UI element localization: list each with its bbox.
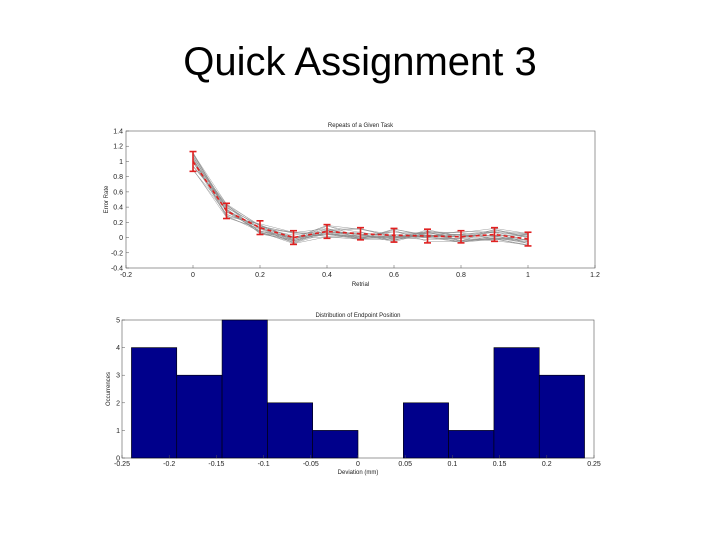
error-bar [457, 229, 465, 244]
histogram-bar [267, 402, 313, 459]
y-tick-label: 5 [116, 318, 120, 325]
x-tick-label: 0.4 [322, 272, 332, 279]
x-tick-label: 0.2 [255, 272, 265, 279]
x-tick-label: -0.25 [114, 461, 130, 468]
error-bar [223, 202, 230, 220]
histogram-bar [448, 430, 495, 459]
x-tick-label: 0.6 [389, 272, 399, 279]
histogram-bar [221, 319, 268, 459]
error-bar [424, 228, 431, 244]
error-bar [357, 226, 364, 241]
y-tick-label: 2 [116, 400, 120, 407]
y-tick-label: 0 [119, 235, 123, 242]
y-tick-label: -0.4 [111, 266, 123, 273]
x-tick-label: 0.2 [542, 461, 552, 468]
histogram-bar [538, 374, 585, 459]
y-tick-label: 0.2 [113, 220, 123, 227]
x-tick-label: -0.2 [120, 272, 132, 279]
x-tick-label: 0.15 [493, 461, 507, 468]
x-tick-label: 0.8 [456, 272, 466, 279]
x-tick-label: 0.25 [587, 461, 601, 468]
error-bar [290, 229, 297, 246]
x-tick-label: -0.15 [208, 461, 224, 468]
chart-title: Distribution of Endpoint Position [315, 313, 400, 319]
y-tick-label: 0.4 [113, 205, 123, 212]
chart-title: Repeats of a Given Task [328, 123, 394, 129]
x-tick-label: 0.05 [398, 461, 412, 468]
error-bar [189, 150, 197, 173]
x-tick-label: -0.1 [258, 461, 270, 468]
y-tick-label: 1 [116, 428, 120, 435]
histogram-bar [312, 430, 359, 459]
histogram-bar [403, 402, 449, 459]
error-bar [256, 220, 264, 236]
x-tick-label: -0.2 [163, 461, 175, 468]
error-bar [390, 227, 398, 243]
plot-frame [125, 130, 596, 269]
x-tick-label: 0 [356, 461, 360, 468]
y-tick-label: 0.6 [113, 189, 123, 196]
y-axis-label: Error Rate [104, 185, 110, 213]
x-tick-label: 0 [191, 272, 195, 279]
y-tick-label: 0 [116, 456, 120, 463]
y-tick-label: 1 [119, 159, 123, 166]
y-tick-label: 4 [116, 345, 120, 352]
x-tick-label: -0.05 [303, 461, 319, 468]
x-tick-label: 1 [526, 272, 530, 279]
y-tick-label: 3 [116, 373, 120, 380]
x-tick-label: 0.1 [448, 461, 458, 468]
error-bar [524, 231, 532, 247]
y-tick-label: 1.2 [113, 144, 123, 151]
histogram-bar [131, 347, 178, 459]
y-tick-label: -0.2 [111, 250, 123, 257]
y-tick-label: 0.8 [113, 174, 123, 181]
y-tick-label: 1.4 [113, 129, 123, 136]
error-bar [491, 226, 498, 243]
histogram-bar [176, 374, 223, 459]
histogram-bar [493, 347, 540, 459]
x-tick-label: 1.2 [590, 272, 600, 279]
error-bar [323, 223, 331, 240]
slide-title: Quick Assignment 3 [183, 40, 537, 84]
x-axis-label: Retrial [352, 282, 369, 288]
y-axis-label: Occurrences [106, 372, 112, 406]
x-axis-label: Deviation (mm) [338, 470, 379, 476]
